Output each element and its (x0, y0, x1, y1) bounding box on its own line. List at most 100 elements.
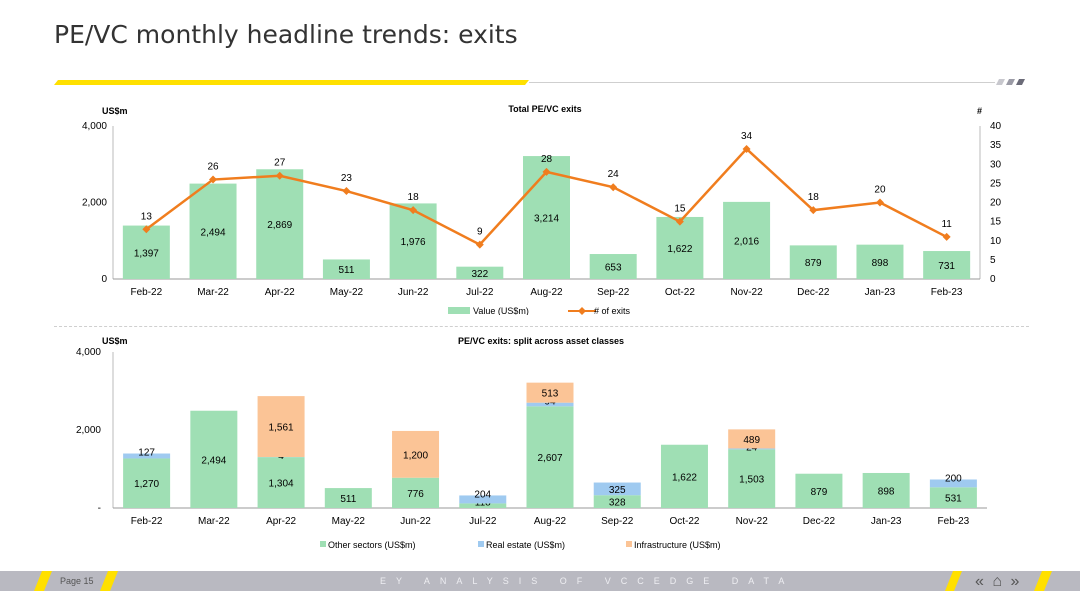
x-tick-label: Nov-22 (730, 287, 763, 298)
y2-tick-label: 5 (990, 255, 996, 266)
x-tick-label: Dec-22 (803, 516, 836, 527)
exits-data-label: 18 (408, 192, 420, 203)
stack-segment (459, 503, 507, 508)
segment-data-label: 531 (945, 494, 962, 505)
segment-data-label: 325 (609, 485, 626, 496)
y2-tick-label: 40 (990, 121, 1002, 132)
x-tick-label: Oct-22 (669, 516, 699, 527)
stack-segment (459, 495, 507, 504)
bar-data-label: 1,397 (134, 248, 159, 259)
y-axis-label: US$m (102, 106, 128, 116)
x-tick-label: Sep-22 (601, 516, 634, 527)
stack-segment (593, 482, 641, 496)
home-icon[interactable]: ⌂ (992, 573, 1003, 590)
y2-tick-label: 35 (990, 140, 1002, 151)
bar-value (656, 216, 704, 279)
stack-segment (257, 396, 305, 457)
bar-value (189, 183, 237, 279)
x-tick-label: Feb-23 (938, 516, 970, 527)
legend-swatch (478, 541, 484, 547)
segment-data-label: 1,304 (269, 479, 294, 490)
exits-marker (342, 187, 351, 196)
stack-segment (862, 472, 910, 508)
legend-marker-exits (578, 307, 586, 315)
y2-tick-label: 30 (990, 159, 1002, 170)
exits-marker (209, 175, 218, 184)
y-tick-label: 2,000 (76, 425, 101, 436)
segment-data-label: 1,270 (134, 479, 159, 490)
y-tick-label: 4,000 (82, 121, 107, 132)
segment-data-label: 127 (138, 448, 155, 459)
bar-data-label: 1,622 (667, 244, 692, 255)
legend-label-value: Value (US$m) (473, 306, 529, 315)
bar-value (389, 203, 437, 279)
x-tick-label: Mar-22 (198, 516, 230, 527)
y2-tick-label: 15 (990, 217, 1002, 228)
chart-title: Total PE/VC exits (508, 104, 581, 114)
legend-swatch-value (448, 307, 470, 314)
exits-marker (475, 240, 484, 249)
exits-marker (142, 225, 151, 234)
footer-bar (0, 571, 1080, 591)
total-exits-chart: Total PE/VC exits US$m #0 2,000 4,000 0 5 10 15 2… (82, 104, 1002, 315)
stack-segment (123, 458, 171, 508)
x-tick-label: May-22 (330, 287, 364, 298)
bar-value (456, 266, 504, 279)
exits-marker (942, 232, 951, 241)
stack-segment (123, 453, 171, 459)
page-title: PE/VC monthly headline trends: exits (54, 20, 518, 49)
exits-marker (409, 206, 418, 215)
stack-segment (728, 448, 776, 450)
x-tick-label: Aug-22 (530, 287, 563, 298)
bar-data-label: 879 (805, 258, 822, 269)
bar-value (789, 245, 837, 279)
x-tick-label: Nov-22 (736, 516, 769, 527)
stack-segment (593, 495, 641, 508)
bar-data-label: 2,494 (201, 227, 226, 238)
x-tick-label: Apr-22 (266, 516, 296, 527)
x-tick-label: Jun-22 (398, 287, 429, 298)
stack-segment (728, 449, 776, 508)
exits-data-label: 13 (141, 211, 153, 222)
bar-value (923, 251, 971, 279)
stack-segment (392, 430, 440, 478)
bar-data-label: 653 (605, 263, 622, 274)
x-tick-label: Oct-22 (665, 287, 695, 298)
title-divider-line (529, 82, 995, 83)
stack-segment (526, 382, 574, 403)
legend-label: Real estate (US$m) (486, 540, 565, 550)
bar-value (856, 244, 904, 279)
x-tick-label: Jan-23 (871, 516, 902, 527)
bar-data-label: 898 (872, 258, 889, 269)
segment-data-label: 1,503 (739, 475, 764, 486)
segment-data-label: 204 (474, 489, 491, 500)
exits-data-label: 15 (674, 204, 686, 215)
y2-tick-label: 25 (990, 178, 1002, 189)
x-tick-label: Apr-22 (265, 287, 295, 298)
bar-value (589, 254, 637, 279)
exits-data-label: 26 (207, 162, 219, 173)
exits-data-label: 34 (741, 131, 753, 142)
legend-label: Infrastructure (US$m) (634, 540, 721, 550)
exits-marker (742, 144, 751, 153)
segment-data-label: 879 (811, 487, 828, 498)
exits-data-label: 28 (541, 154, 553, 165)
legend-swatch (626, 541, 632, 547)
x-tick-label: Jun-22 (400, 516, 431, 527)
legend-label: Other sectors (US$m) (328, 540, 416, 550)
exits-data-label: 20 (874, 185, 886, 196)
title-accent-bar (54, 80, 529, 85)
stack-segment (257, 457, 305, 508)
exits-data-label: 9 (477, 227, 483, 238)
back-icon[interactable]: « (975, 573, 984, 590)
bar-value (122, 225, 170, 279)
legend-label-exits: # of exits (594, 306, 631, 315)
y2-tick-label: 20 (990, 198, 1002, 209)
stack-segment (392, 477, 440, 508)
x-tick-label: Feb-22 (131, 287, 163, 298)
x-tick-label: May-22 (332, 516, 366, 527)
segment-data-label: 513 (542, 389, 559, 400)
forward-icon[interactable]: » (1010, 573, 1020, 590)
stack-segment (929, 487, 977, 508)
exits-data-label: 23 (341, 173, 353, 184)
